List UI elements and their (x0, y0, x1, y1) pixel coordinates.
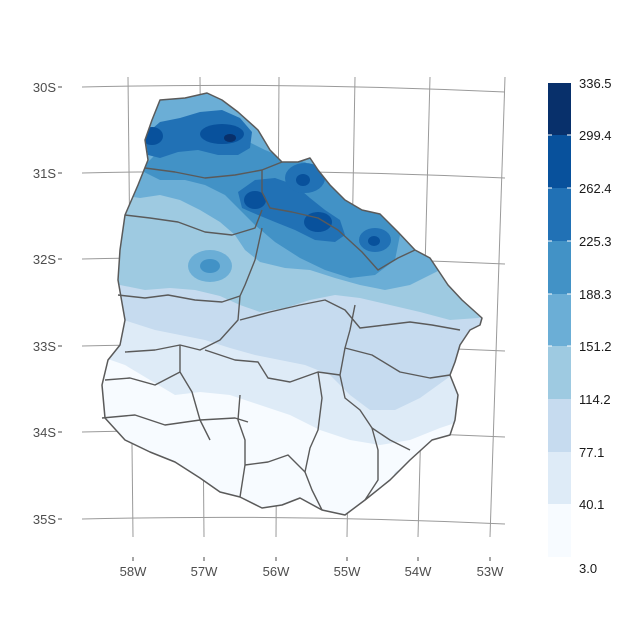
meridian-53w (489, 76, 506, 538)
lon-label: 53W (477, 564, 504, 579)
legend-swatch (548, 504, 571, 557)
country-outline-uruguay (101, 92, 483, 516)
contour-core-north-peak (224, 134, 236, 142)
dept-border-canelones-montevideo (244, 454, 306, 473)
legend-swatch (548, 188, 571, 241)
lon-label: 57W (191, 564, 218, 579)
legend-swatch (548, 135, 571, 188)
lat-label: 34S (33, 425, 56, 440)
dept-border-durazno-florida (179, 345, 211, 441)
lat-label: 33S (33, 339, 56, 354)
legend-label: 262.4 (579, 181, 612, 196)
dept-border-lavalleja (304, 371, 323, 511)
dept-border-maldonado-rocha (364, 427, 379, 501)
lon-label: 54W (405, 564, 432, 579)
department-boundaries (101, 161, 461, 511)
contour-core-nw (141, 127, 163, 145)
contour-core-north (200, 124, 244, 144)
latitude-axis: 30S 31S 32S 33S 34S 35S (33, 80, 62, 527)
contour-core-center-east (304, 212, 332, 232)
legend-label: 77.1 (579, 445, 604, 460)
color-legend: 336.5 299.4 262.4 225.3 188.3 151.2 114.… (548, 76, 612, 576)
longitude-axis: 58W 57W 56W 55W 54W 53W (120, 557, 504, 579)
lat-label: 35S (33, 512, 56, 527)
dept-border-central-west (124, 227, 263, 353)
parallel-30s (81, 84, 506, 93)
contour-band-7 (145, 110, 252, 158)
legend-swatch (548, 241, 571, 294)
lat-label: 32S (33, 252, 56, 267)
dept-border-paysandu-rionegro (117, 294, 241, 303)
lon-label: 58W (120, 564, 147, 579)
legend-label: 3.0 (579, 561, 597, 576)
legend-label: 299.4 (579, 128, 612, 143)
dept-border-rivera-tacuarembo (261, 170, 416, 271)
dept-border-cerro-largo (344, 304, 451, 379)
contour-fill (102, 93, 482, 515)
contour-core-north-east (296, 174, 310, 186)
parallel-35s (81, 516, 506, 525)
dept-border-artigas-salto (144, 161, 283, 179)
dept-border-colonia-sanjose (101, 414, 249, 426)
lon-label: 56W (263, 564, 290, 579)
legend-label: 114.2 (579, 392, 611, 407)
dept-border-florida-canelones (237, 394, 246, 498)
legend-swatch (548, 83, 571, 135)
legend-label: 188.3 (579, 287, 612, 302)
legend-label: 336.5 (579, 76, 612, 91)
legend-label: 151.2 (579, 339, 612, 354)
contour-core-west-center (244, 191, 266, 209)
lat-label: 30S (33, 80, 56, 95)
lon-label: 55W (334, 564, 361, 579)
legend-swatch (548, 452, 571, 504)
contour-core-east (368, 236, 380, 246)
legend-label: 40.1 (579, 497, 604, 512)
legend-label: 225.3 (579, 234, 612, 249)
contour-patch-central-west-inner (200, 259, 220, 273)
dept-border-salto-paysandu (124, 209, 263, 236)
dept-border-soriano-colonia (104, 371, 181, 386)
legend-swatch (548, 399, 571, 452)
legend-swatch (548, 294, 571, 346)
legend-swatch (548, 346, 571, 399)
contour-patch-southeast (428, 330, 442, 350)
lat-label: 31S (33, 166, 56, 181)
